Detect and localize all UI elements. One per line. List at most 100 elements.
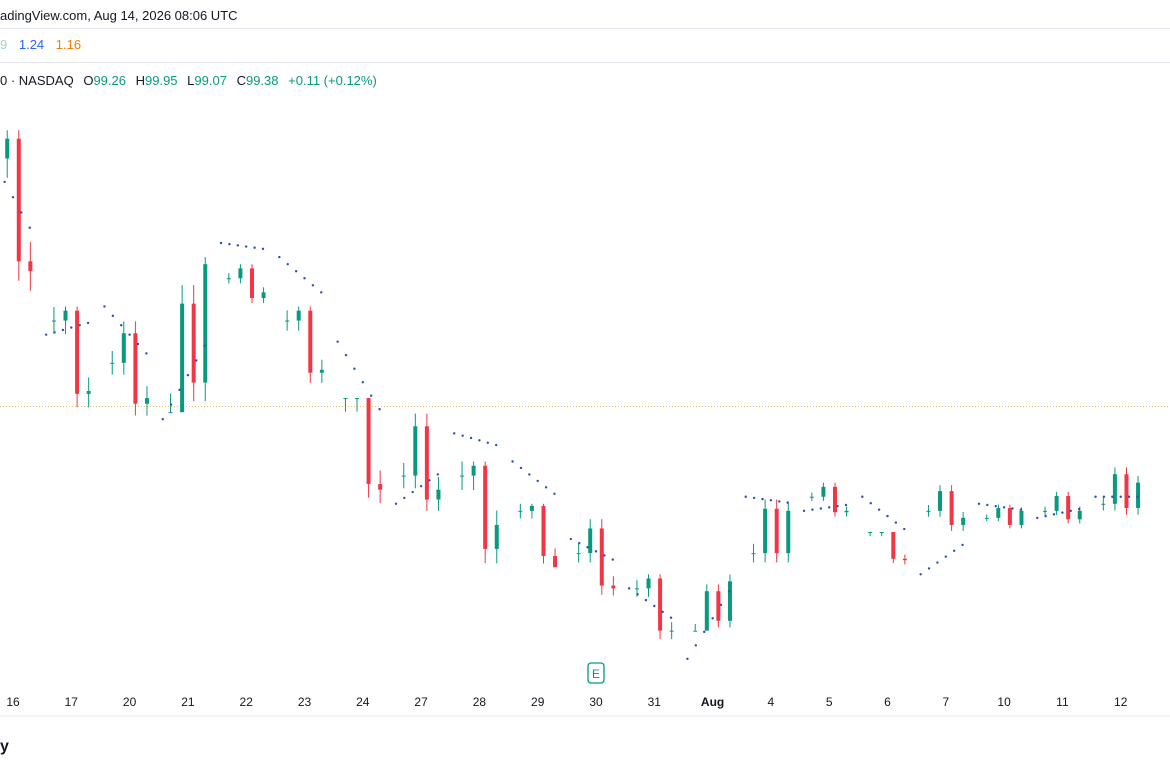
sar-dot bbox=[703, 630, 706, 634]
candle-body bbox=[634, 588, 639, 590]
low-value: 99.07 bbox=[194, 73, 227, 88]
sar-dot bbox=[644, 598, 648, 602]
candle-body bbox=[5, 138, 10, 159]
candle-body bbox=[261, 292, 266, 298]
sar-dot bbox=[453, 432, 456, 435]
sar-dot bbox=[1119, 495, 1122, 498]
sar-dot bbox=[903, 527, 906, 531]
sar-dot bbox=[1052, 513, 1056, 516]
sar-dot bbox=[811, 508, 814, 511]
candle-body bbox=[168, 412, 173, 414]
indicator-divider bbox=[0, 62, 1170, 63]
sar-dot bbox=[53, 331, 56, 334]
chart-source-date: adingView.com, Aug 14, 2026 08:06 UTC bbox=[0, 8, 238, 23]
candle-body bbox=[599, 528, 604, 586]
candle-body bbox=[879, 531, 884, 533]
candle-body bbox=[110, 362, 115, 364]
sar-dot bbox=[428, 479, 431, 482]
sar-dot bbox=[927, 567, 931, 570]
sar-dot bbox=[728, 590, 731, 593]
sar-dot bbox=[761, 497, 764, 501]
sar-dot bbox=[461, 434, 464, 437]
candle-body bbox=[483, 465, 488, 549]
candle-body bbox=[133, 333, 138, 404]
sar-dot bbox=[253, 246, 256, 249]
sar-dot bbox=[603, 554, 606, 557]
sar-dot bbox=[11, 195, 15, 199]
candle-body bbox=[727, 581, 732, 621]
sar-dot bbox=[436, 473, 440, 476]
sar-dot bbox=[169, 403, 173, 406]
candle-body bbox=[86, 391, 91, 394]
x-tick-label: 30 bbox=[589, 695, 603, 709]
indicator-values: 9 1.24 1.16 bbox=[0, 37, 89, 52]
candle-body bbox=[16, 138, 21, 262]
candle-body bbox=[460, 475, 465, 477]
sar-dot bbox=[553, 492, 556, 496]
sar-dot bbox=[578, 541, 581, 545]
sar-dot bbox=[861, 495, 864, 498]
candle-body bbox=[28, 261, 33, 272]
sar-dot bbox=[1036, 516, 1039, 520]
candle-body bbox=[529, 505, 534, 511]
sar-dot bbox=[627, 587, 631, 590]
x-tick-label: 11 bbox=[1056, 695, 1069, 709]
candle-body bbox=[203, 264, 208, 383]
change-value: +0.11 (+0.12%) bbox=[288, 73, 377, 88]
sar-dot bbox=[178, 388, 181, 392]
candle-body bbox=[646, 578, 651, 589]
sar-dot bbox=[1011, 507, 1014, 510]
earnings-marker-label: E bbox=[592, 667, 600, 681]
x-tick-label: 27 bbox=[414, 695, 428, 709]
candle-body bbox=[693, 630, 698, 632]
open-value: 99.26 bbox=[93, 73, 126, 88]
high-value: 99.95 bbox=[145, 73, 178, 88]
sar-dot bbox=[544, 486, 548, 489]
candle-body bbox=[75, 310, 80, 394]
sar-dot bbox=[311, 284, 315, 287]
x-tick-label: 31 bbox=[648, 695, 662, 709]
sar-dot bbox=[1077, 507, 1081, 511]
candle-body bbox=[51, 320, 56, 322]
sar-dot bbox=[1044, 514, 1047, 518]
sar-dot bbox=[303, 277, 306, 280]
earnings-marker-badge bbox=[587, 662, 605, 684]
candle-body bbox=[63, 310, 68, 321]
candle-body bbox=[1066, 496, 1071, 520]
sar-dot bbox=[744, 495, 747, 498]
sar-dot bbox=[686, 657, 689, 661]
sar-dot bbox=[711, 617, 714, 620]
open-label: O bbox=[83, 73, 94, 88]
sar-dot bbox=[778, 500, 781, 503]
x-tick-label: 29 bbox=[531, 695, 545, 709]
sar-dot bbox=[469, 436, 473, 440]
sar-dot bbox=[186, 373, 190, 377]
sar-dot bbox=[145, 352, 148, 355]
candle-body bbox=[868, 531, 873, 533]
sar-dot bbox=[836, 504, 839, 508]
sar-dot bbox=[353, 367, 356, 370]
candle-body bbox=[319, 369, 324, 373]
sar-dot bbox=[636, 593, 639, 596]
sar-dot bbox=[944, 555, 947, 558]
sar-dot bbox=[336, 340, 339, 343]
sar-dot bbox=[70, 326, 73, 329]
candle-body bbox=[821, 486, 826, 497]
sar-dot bbox=[236, 244, 240, 247]
x-tick-label: 5 bbox=[826, 695, 833, 709]
candle-body bbox=[436, 489, 441, 500]
sar-dot bbox=[403, 496, 406, 500]
sar-dot bbox=[120, 324, 123, 327]
sar-dot bbox=[28, 226, 31, 229]
candle-body bbox=[588, 528, 593, 554]
candle-body bbox=[494, 524, 499, 549]
candle-body bbox=[938, 491, 943, 511]
candle-body bbox=[949, 491, 954, 525]
candle-body bbox=[1101, 503, 1106, 505]
high-label: H bbox=[135, 73, 145, 88]
candle-body bbox=[226, 278, 231, 280]
candle-body bbox=[1054, 496, 1059, 511]
candle-body bbox=[576, 553, 581, 555]
candle-body bbox=[704, 591, 709, 631]
